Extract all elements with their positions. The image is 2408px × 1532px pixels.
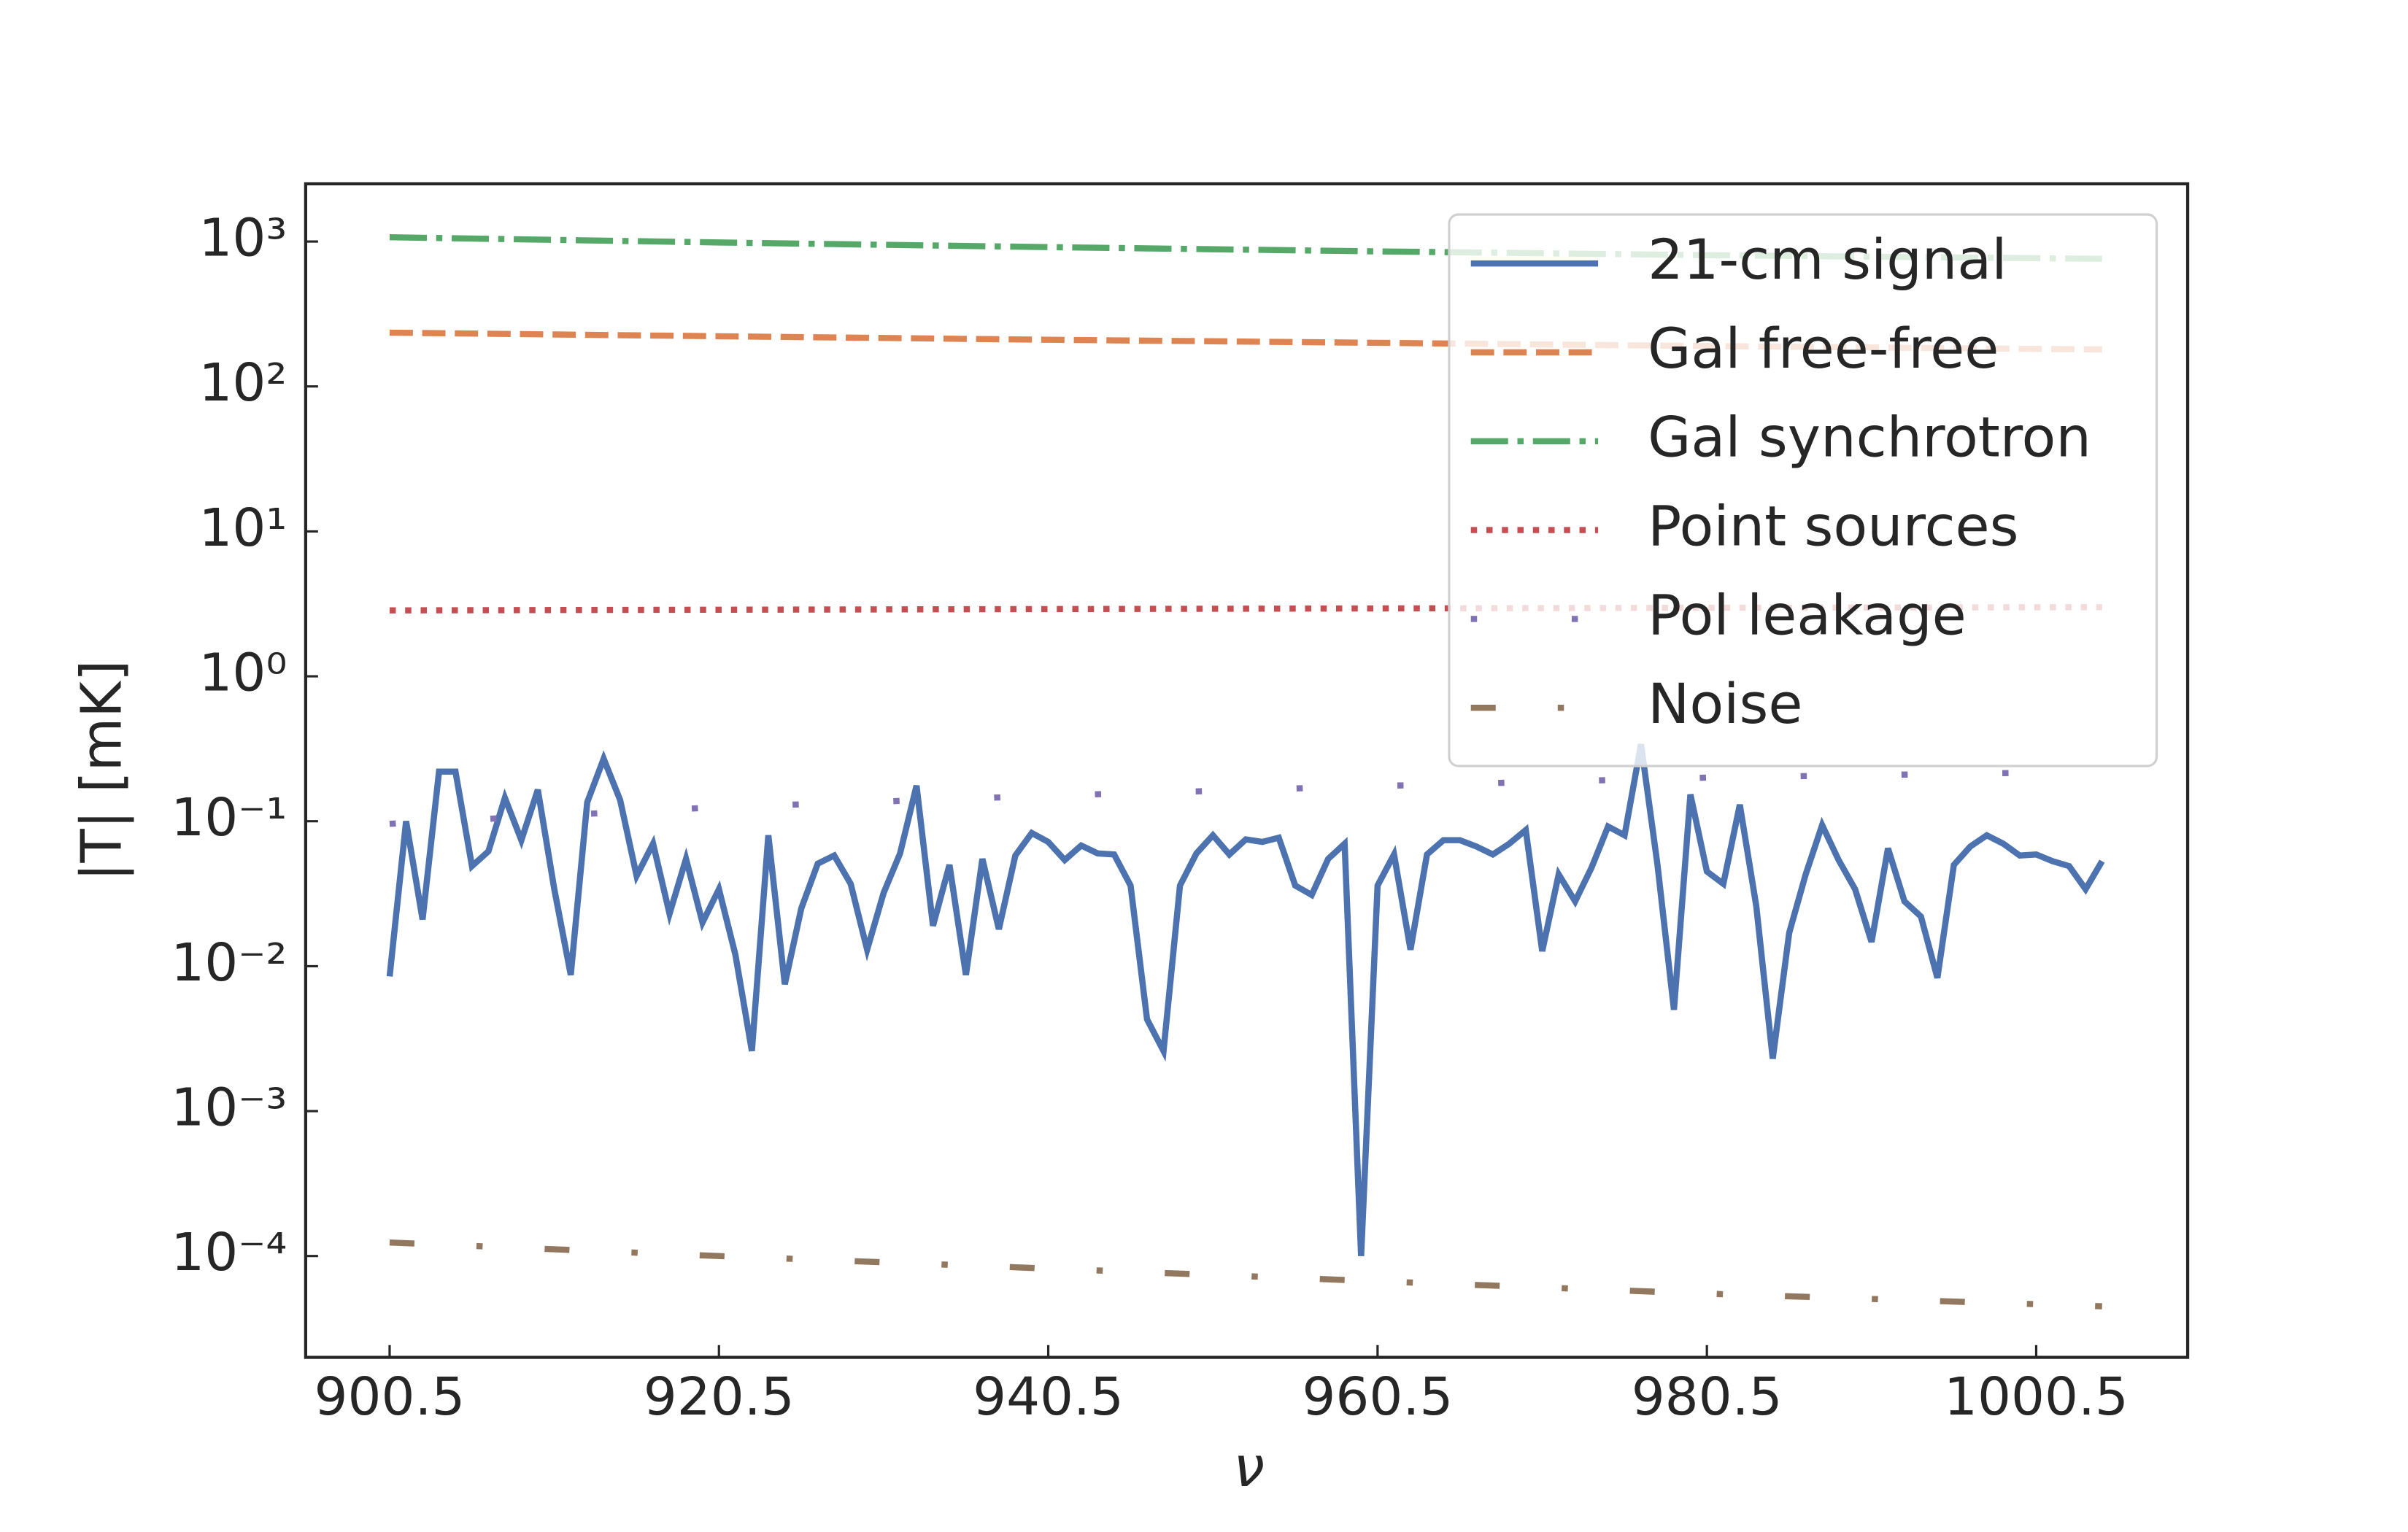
series-line	[386, 743, 2105, 1256]
y-tick-label: 10⁻⁴	[171, 1222, 287, 1283]
series-line	[389, 768, 2102, 827]
y-tick-label: 10⁰	[198, 642, 287, 703]
x-tick-label: 960.5	[1302, 1366, 1453, 1426]
legend-label: Gal free-free	[1648, 316, 1999, 380]
x-tick-label: 940.5	[973, 1366, 1124, 1426]
legend-label: Point sources	[1648, 494, 2018, 558]
plot-frame	[304, 182, 2190, 1359]
y-tick-label: 10⁻¹	[171, 787, 287, 848]
y-tick-label: 10⁻³	[171, 1077, 287, 1137]
legend-label: Pol leakage	[1648, 583, 1967, 647]
legend-box	[1448, 213, 2158, 767]
x-tick-label: 980.5	[1632, 1366, 1783, 1426]
x-axis-label: ν	[1233, 1434, 1265, 1498]
series-line	[389, 1239, 2102, 1309]
y-tick-label: 10²	[198, 352, 287, 413]
x-tick-label: 900.5	[314, 1366, 466, 1426]
legend-label: 21-cm signal	[1648, 228, 2007, 292]
legend-label: Noise	[1648, 672, 1802, 736]
x-tick-label: 920.5	[644, 1366, 795, 1426]
y-axis-label: |T| [mK]	[69, 660, 135, 881]
y-tick-label: 10¹	[198, 497, 287, 557]
y-tick-label: 10⁻²	[171, 932, 287, 992]
legend-label: Gal synchrotron	[1648, 405, 2091, 469]
y-tick-label: 10³	[198, 207, 287, 268]
x-tick-label: 1000.5	[1944, 1366, 2129, 1426]
